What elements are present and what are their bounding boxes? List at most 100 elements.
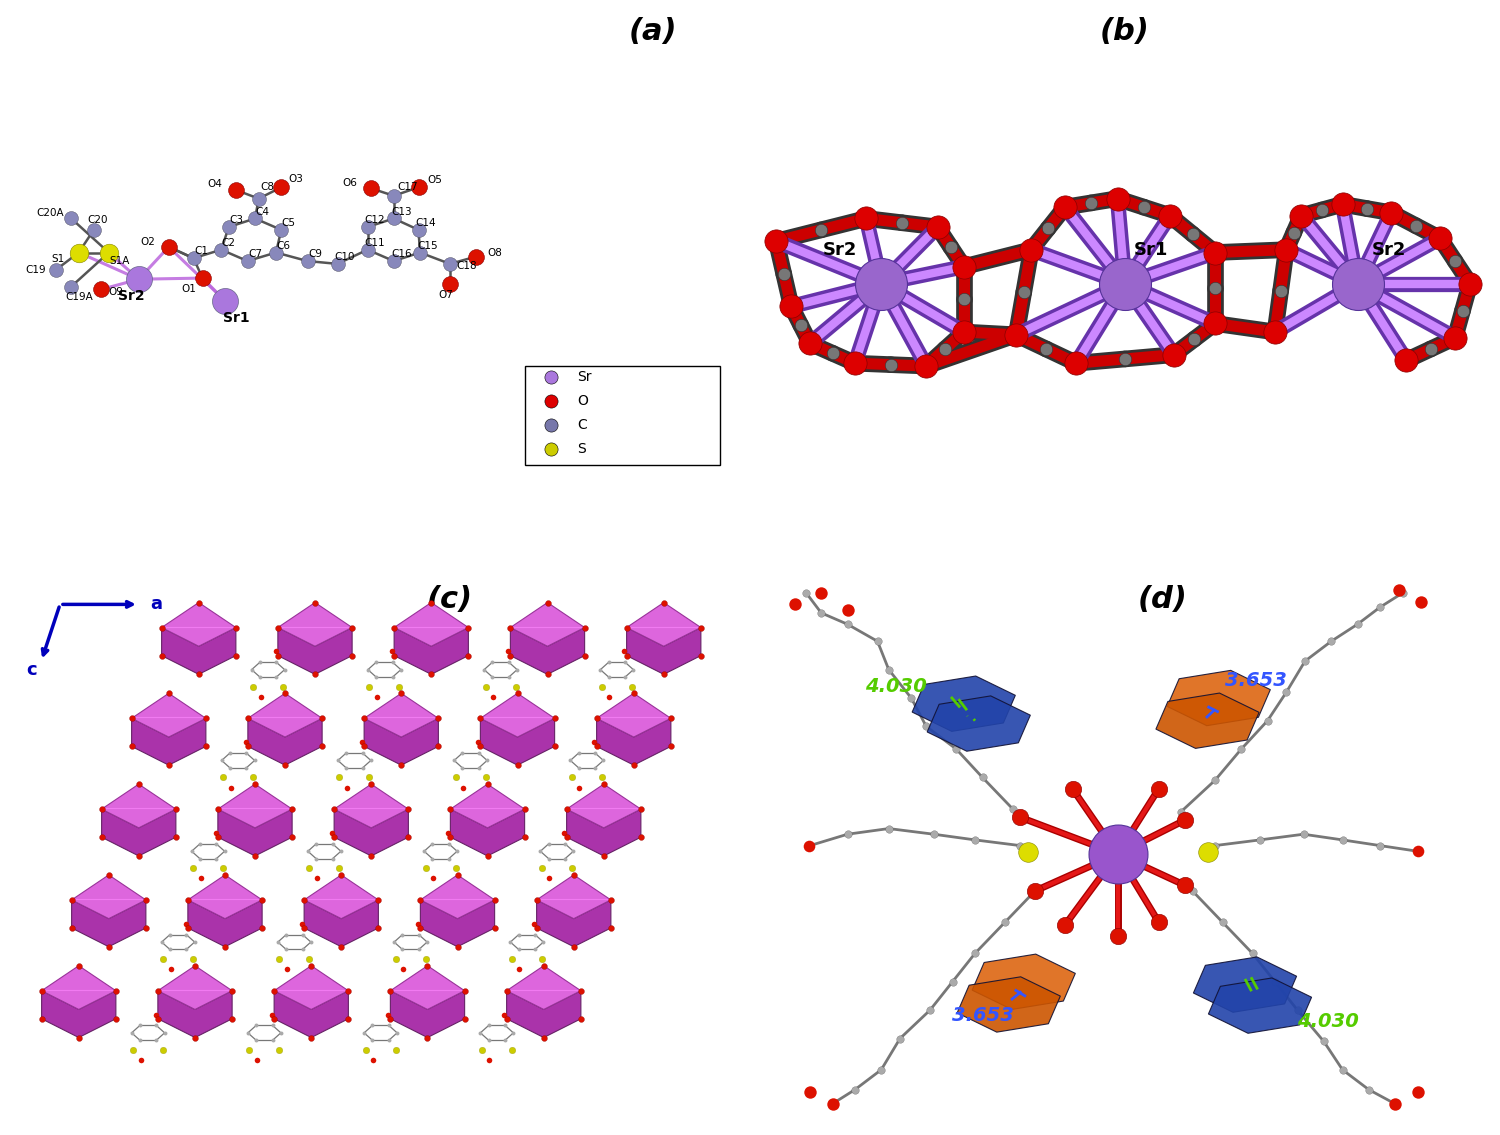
Point [598,919,622,938]
Point [240,661,264,679]
Point [182,950,206,968]
Point [836,602,860,620]
Point [1158,207,1182,225]
Point [554,849,578,867]
Point [66,243,90,261]
Point [536,665,560,683]
Polygon shape [304,875,378,918]
Point [1404,217,1428,235]
Text: Sr2: Sr2 [1372,241,1406,259]
Point [174,915,198,933]
Point [621,756,645,774]
Polygon shape [162,603,236,646]
Text: O: O [578,394,588,409]
Point [206,800,230,818]
Point [843,354,867,372]
Point [68,957,92,975]
Text: C5: C5 [282,218,296,228]
Point [531,957,555,975]
Point [444,859,468,877]
Point [1161,345,1185,363]
Point [438,800,462,818]
Point [898,689,922,707]
Text: C15: C15 [417,241,438,251]
Polygon shape [278,628,352,674]
Polygon shape [537,900,610,947]
Point [446,938,470,956]
Point [1036,219,1060,237]
Point [855,209,879,227]
Text: C1: C1 [194,246,208,257]
Point [470,1041,494,1059]
Point [914,356,939,375]
Point [266,647,290,665]
Polygon shape [217,809,292,856]
Point [597,667,621,686]
Point [96,243,120,261]
Point [153,1024,177,1042]
Point [1023,882,1047,900]
Point [236,738,260,756]
Polygon shape [927,696,1030,751]
Point [262,1010,286,1028]
Polygon shape [248,718,322,765]
Point [183,933,207,951]
Point [336,1010,360,1028]
Point [951,322,975,340]
Point [304,869,328,888]
Point [408,919,432,938]
Point [174,940,198,958]
Point [1011,284,1035,302]
Polygon shape [627,603,701,646]
Point [1292,825,1316,843]
Point [591,847,615,865]
Point [1346,615,1370,633]
Polygon shape [390,991,465,1037]
Point [358,775,382,793]
Point [450,758,474,776]
Point [237,1041,261,1059]
Point [336,982,360,1000]
Point [1065,354,1089,372]
Point [243,209,267,227]
Text: Sr: Sr [578,370,592,385]
Point [876,661,900,679]
Point [416,1028,440,1046]
Text: O2: O2 [141,237,154,247]
Point [384,950,408,968]
Point [292,891,316,909]
Text: O7: O7 [440,291,453,300]
Text: 3.653: 3.653 [1226,672,1287,690]
Point [1395,351,1419,369]
Point [378,982,402,1000]
Point [234,733,258,751]
Text: 4.030: 4.030 [1296,1012,1359,1031]
Point [248,667,272,686]
Point [590,678,613,696]
Point [540,392,564,410]
Point [1008,836,1032,855]
Text: C19: C19 [26,264,45,275]
Point [420,835,444,854]
Point [261,1031,285,1049]
Point [1443,252,1467,270]
Point [436,835,460,854]
Point [356,661,380,679]
Point [1330,195,1354,213]
Point [1173,876,1197,894]
Point [194,709,217,728]
Text: O9: O9 [110,287,123,297]
Point [436,824,460,842]
Point [210,751,234,770]
Point [351,758,375,776]
Point [1368,598,1392,616]
Polygon shape [304,900,378,947]
Point [498,647,522,665]
Point [477,1031,501,1049]
Point [1274,683,1298,701]
Point [120,738,144,756]
Text: C18: C18 [456,261,477,270]
Point [340,647,364,665]
Point [444,768,468,787]
Point [688,619,712,637]
